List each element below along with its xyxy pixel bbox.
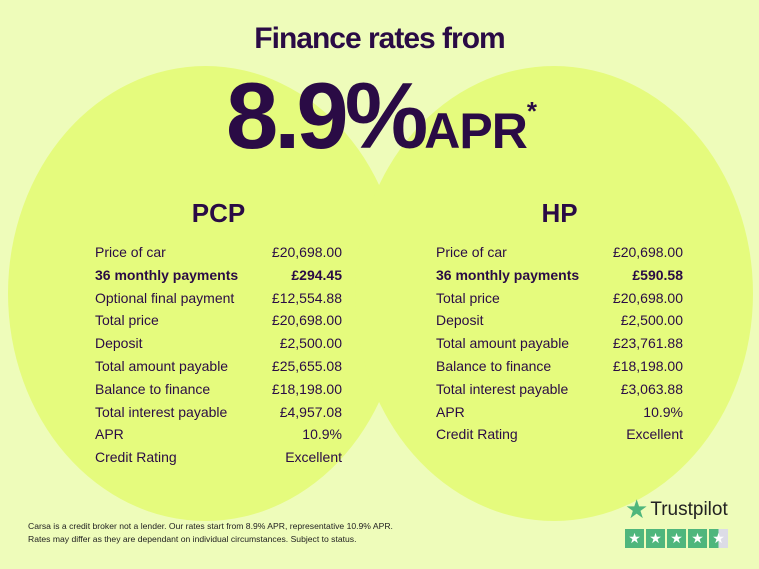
table-row: Optional final payment £12,554.88: [95, 287, 342, 310]
row-value: £4,957.08: [279, 403, 342, 420]
row-value: £2,500.00: [279, 335, 342, 352]
row-label: APR: [436, 403, 465, 420]
table-row: 36 monthly payments £294.45: [95, 264, 342, 287]
star-icon: ★: [625, 529, 644, 548]
row-value: 10.9%: [643, 403, 683, 420]
row-value: Excellent: [626, 426, 683, 443]
rate-display: 8.9%APR*: [0, 62, 759, 170]
rating-stars: ★ ★ ★ ★ ★: [625, 529, 728, 548]
row-label: APR: [95, 426, 124, 443]
row-label: Total interest payable: [95, 403, 228, 420]
row-value: Excellent: [285, 449, 342, 466]
table-row: APR 10.9%: [436, 401, 683, 424]
table-row: APR 10.9%: [95, 423, 342, 446]
background-circle-right: [355, 66, 753, 521]
row-value: £294.45: [291, 266, 342, 283]
star-icon: ★: [667, 529, 686, 548]
row-label: Balance to finance: [436, 357, 552, 374]
row-value: £590.58: [632, 266, 683, 283]
table-row: Price of car £20,698.00: [436, 241, 683, 264]
pcp-table: PCP Price of car £20,698.00 36 monthly paym…: [95, 198, 342, 469]
star-icon: ★: [709, 529, 728, 548]
table-row: Total interest payable £4,957.08: [95, 401, 342, 424]
disclaimer-line: Carsa is a credit broker not a lender. O…: [28, 521, 393, 531]
row-label: Credit Rating: [436, 426, 518, 443]
row-label: Optional final payment: [95, 289, 235, 306]
row-label: Balance to finance: [95, 380, 211, 397]
row-value: £20,698.00: [612, 244, 683, 260]
trustpilot-badge: ★ Trustpilot ★ ★ ★ ★ ★: [625, 494, 728, 548]
table-row: Balance to finance £18,198.00: [95, 378, 342, 401]
table-row: Total amount payable £23,761.88: [436, 332, 683, 355]
table-row: Total interest payable £3,063.88: [436, 378, 683, 401]
row-value: £20,698.00: [612, 289, 683, 306]
table-row: Total price £20,698.00: [95, 309, 342, 332]
table-row: Balance to finance £18,198.00: [436, 355, 683, 378]
row-label: Price of car: [95, 244, 166, 260]
table-row: Deposit £2,500.00: [436, 309, 683, 332]
trustpilot-star-icon: ★: [625, 494, 649, 524]
row-value: 10.9%: [302, 426, 342, 443]
row-value: £20,698.00: [271, 244, 342, 260]
row-label: Total price: [436, 289, 500, 306]
row-value: £2,500.00: [620, 312, 683, 329]
row-value: £3,063.88: [620, 380, 683, 397]
star-icon: ★: [688, 529, 707, 548]
apr-label: APR: [424, 103, 528, 159]
headline: Finance rates from: [254, 22, 505, 55]
disclaimer: Carsa is a credit broker not a lender. O…: [28, 520, 393, 546]
row-value: £18,198.00: [612, 357, 683, 374]
row-value: £23,761.88: [612, 335, 683, 352]
background-circle-left: [8, 66, 403, 521]
row-value: £25,655.08: [271, 357, 342, 374]
row-label: Total interest payable: [436, 380, 569, 397]
row-label: Total price: [95, 312, 159, 329]
row-label: 36 monthly payments: [95, 266, 239, 283]
table-row: Price of car £20,698.00: [95, 241, 342, 264]
row-label: Deposit: [436, 312, 484, 329]
row-label: 36 monthly payments: [436, 266, 580, 283]
table-row: 36 monthly payments £590.58: [436, 264, 683, 287]
star-icon: ★: [646, 529, 665, 548]
trustpilot-name: Trustpilot: [650, 498, 728, 520]
row-value: £20,698.00: [271, 312, 342, 329]
row-value: £18,198.00: [271, 380, 342, 397]
row-label: Price of car: [436, 244, 507, 260]
table-row: Total price £20,698.00: [436, 287, 683, 310]
hp-table: HP Price of car £20,698.00 36 monthly payme…: [436, 198, 683, 446]
hp-title: HP: [541, 198, 578, 228]
table-row: Total amount payable £25,655.08: [95, 355, 342, 378]
row-label: Deposit: [95, 335, 143, 352]
disclaimer-line: Rates may differ as they are dependant o…: [28, 534, 357, 544]
table-row: Credit Rating Excellent: [95, 446, 342, 469]
row-label: Credit Rating: [95, 449, 177, 466]
asterisk: *: [526, 96, 537, 126]
row-value: £12,554.88: [271, 289, 342, 306]
pcp-title: PCP: [191, 198, 246, 228]
row-label: Total amount payable: [95, 357, 229, 374]
row-label: Total amount payable: [436, 335, 570, 352]
table-row: Deposit £2,500.00: [95, 332, 342, 355]
table-row: Credit Rating Excellent: [436, 423, 683, 446]
rate-value: 8.9%: [226, 63, 428, 168]
